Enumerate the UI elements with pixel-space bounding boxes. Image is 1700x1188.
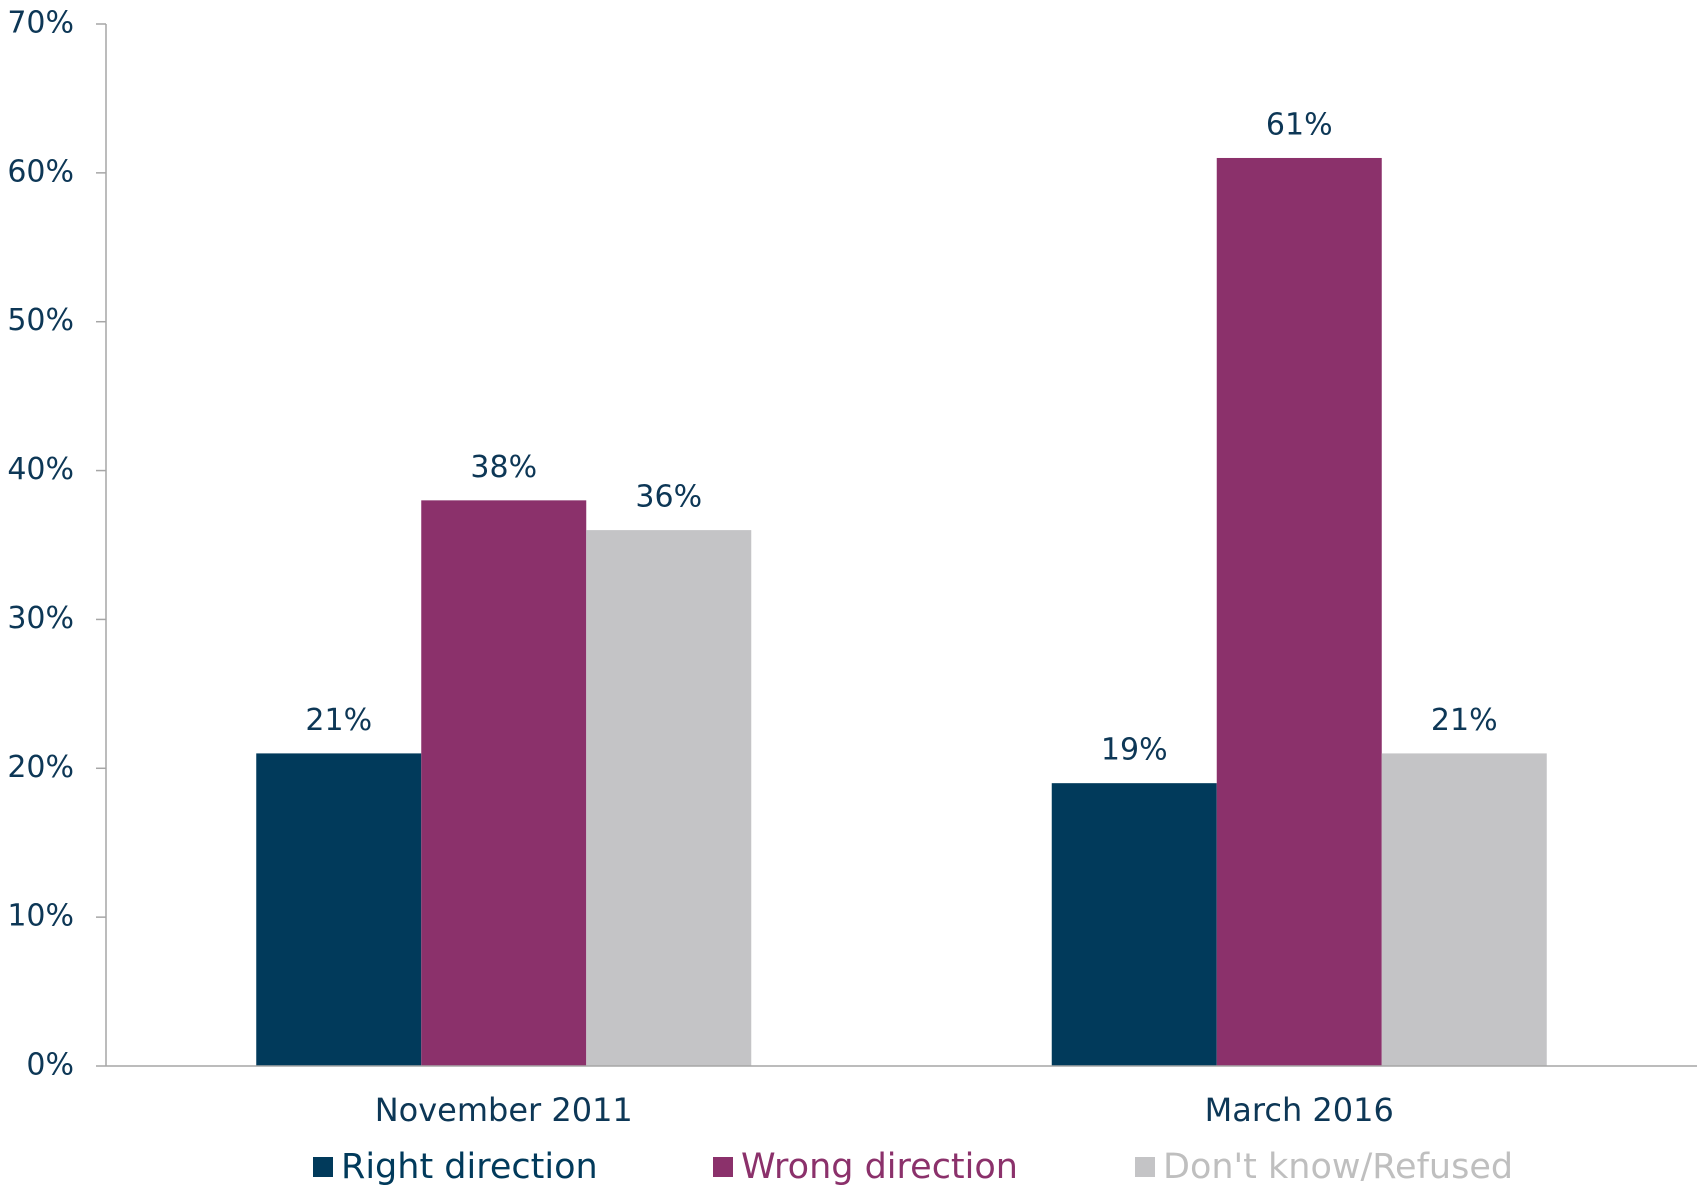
y-tick-label: 10% xyxy=(7,899,74,934)
bar xyxy=(256,753,422,1066)
value-label: 38% xyxy=(470,450,537,485)
bar xyxy=(421,500,587,1066)
y-tick-label: 70% xyxy=(7,6,74,41)
x-tick-label: November 2011 xyxy=(375,1091,633,1129)
value-label: 19% xyxy=(1101,733,1168,768)
legend-marker xyxy=(1135,1157,1155,1177)
y-tick-label: 20% xyxy=(7,750,74,785)
value-label: 21% xyxy=(305,703,372,738)
legend-marker xyxy=(713,1157,733,1177)
y-tick-label: 60% xyxy=(7,154,74,189)
legend-label: Right direction xyxy=(341,1147,598,1187)
legend-marker xyxy=(313,1157,333,1177)
legend-label: Don't know/Refused xyxy=(1163,1147,1513,1187)
y-tick-label: 40% xyxy=(7,452,74,487)
legend-label: Wrong direction xyxy=(741,1147,1018,1187)
value-label: 36% xyxy=(635,480,702,515)
x-tick-label: March 2016 xyxy=(1205,1091,1394,1129)
bar xyxy=(1216,157,1382,1066)
y-tick-label: 0% xyxy=(26,1048,74,1083)
value-label: 61% xyxy=(1266,107,1333,142)
y-tick-label: 30% xyxy=(7,601,74,636)
value-label: 21% xyxy=(1431,703,1498,738)
bar xyxy=(1381,753,1547,1066)
bar xyxy=(586,530,752,1066)
bar xyxy=(1051,783,1217,1066)
y-tick-label: 50% xyxy=(7,303,74,338)
